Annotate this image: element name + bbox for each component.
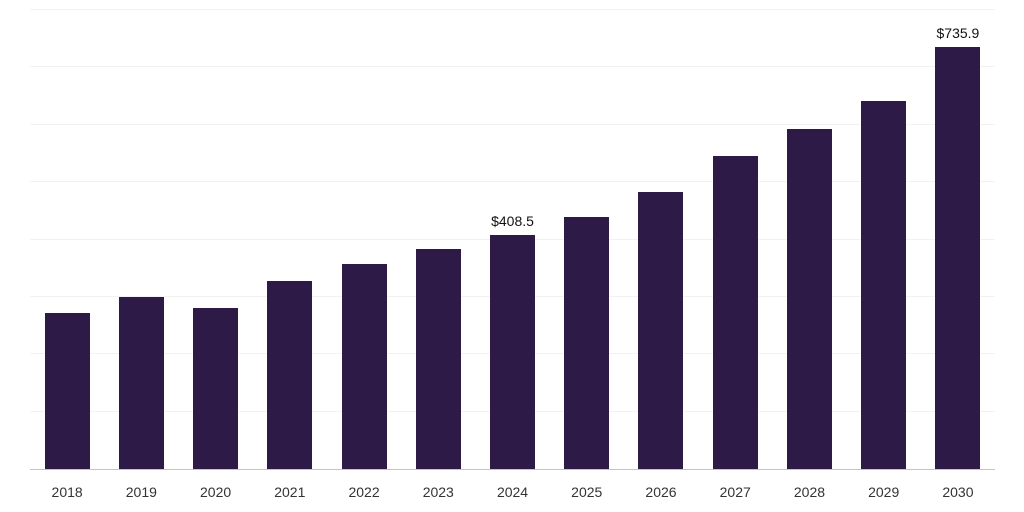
x-tick-2029: 2029 [868,484,900,500]
gridline-500 [30,181,995,183]
bar-slot-2030: $735.9 [921,10,995,469]
bar-2026 [638,191,684,469]
x-tick-2022: 2022 [348,484,380,500]
bar-slot-2027 [698,10,772,469]
bar-2025 [564,216,610,469]
x-tick-2027: 2027 [719,484,751,500]
x-tick-2023: 2023 [422,484,454,500]
data-label-2024: $408.5 [491,212,534,229]
x-tick-2025: 2025 [571,484,603,500]
bar-slot-2028 [772,10,846,469]
bar-2018 [44,312,90,469]
x-tick-2019: 2019 [125,484,157,500]
gridline-800 [30,9,995,10]
bar-slot-2024: $408.5 [475,10,549,469]
bars: $408.5 $735.9 [30,10,995,469]
bar-2023 [415,248,461,469]
bar-2019 [118,296,164,469]
x-tick-2021: 2021 [274,484,306,500]
bar-slot-2021 [253,10,327,469]
bar-2020 [193,307,239,469]
bar-slot-2026 [624,10,698,469]
data-label-2030: $735.9 [936,24,980,41]
x-axis: 2018 2019 2020 2021 2022 2023 2024 2025 2026 2027… [30,470,995,512]
bar-2028 [786,129,832,469]
bar-slot-2025 [550,10,624,469]
bar-slot-2029 [847,10,921,469]
x-tick-2024: 2024 [496,484,529,500]
x-tick-2018: 2018 [51,484,83,500]
x-tick-2026: 2026 [645,484,677,500]
bar-2029 [861,101,907,469]
gridline-600 [30,123,995,125]
gridline-700 [30,66,995,68]
bar-2021 [267,281,313,469]
x-tick-2028: 2028 [793,484,826,500]
bar-slot-2019 [104,10,178,469]
bar-2024 [490,234,536,469]
bar-slot-2023 [401,10,475,469]
bar-2027 [712,156,758,469]
x-tick-2030: 2030 [942,484,974,500]
bar-slot-2022 [327,10,401,469]
bar-slot-2018 [30,10,104,469]
bar-slot-2020 [178,10,252,469]
bar-2030 [935,46,981,469]
bar-2022 [341,264,387,469]
plot-area: $408.5 $735.9 [30,9,995,470]
x-tick-2020: 2020 [200,484,232,500]
